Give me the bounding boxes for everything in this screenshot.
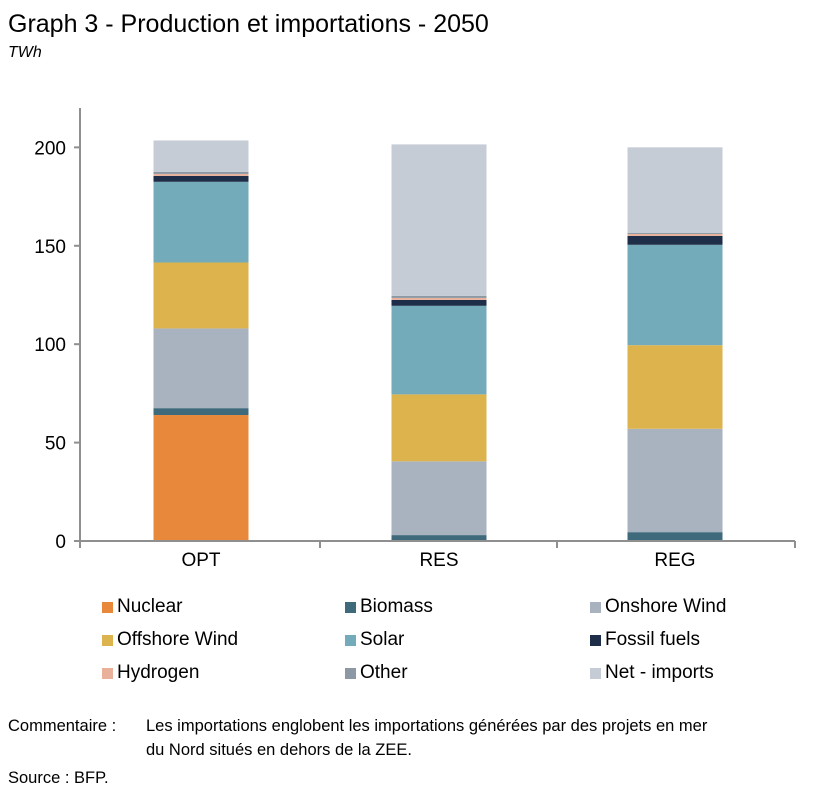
y-tick-label: 200	[34, 138, 66, 159]
bar-segment-other-reg	[627, 232, 723, 234]
bar-segment-onshore-wind-reg	[627, 428, 723, 533]
bar-segment-fossil-fuels-res	[391, 299, 487, 306]
source-note: Source : BFP.	[8, 769, 109, 787]
legend-swatch	[102, 601, 113, 613]
legend-label: Biomass	[360, 596, 433, 617]
legend-label: Solar	[360, 629, 405, 650]
bar-segment-nuclear-opt	[153, 415, 249, 541]
legend-item-other: Other	[345, 662, 408, 684]
bar-segment-hydrogen-opt	[153, 173, 249, 176]
legend-label: Other	[360, 662, 408, 683]
legend-swatch	[345, 601, 356, 613]
bar-segment-net-imports-res	[391, 144, 487, 296]
legend-item-fossil-fuels: Fossil fuels	[590, 629, 700, 651]
legend-label: Nuclear	[117, 596, 183, 617]
stacked-bar-chart: 0 50 100 150 200 OPT RES REG	[34, 108, 796, 571]
bar-segment-biomass-opt	[153, 408, 249, 416]
bar-segment-net-imports-opt	[153, 140, 249, 172]
legend-item-onshore-wind: Onshore Wind	[590, 596, 726, 618]
legend-item-nuclear: Nuclear	[102, 596, 182, 618]
legend-item-net-imports: Net - imports	[590, 662, 714, 684]
bars-layer	[153, 140, 723, 541]
legend-swatch	[590, 667, 601, 679]
legend-label: Net - imports	[605, 662, 714, 683]
y-tick-label: 150	[34, 237, 66, 258]
legend-label: Onshore Wind	[605, 596, 727, 617]
comment-line-2: du Nord situés en dehors de la ZEE.	[146, 741, 412, 759]
comment-line-1: Les importations englobent les importati…	[146, 717, 708, 735]
legend-item-offshore-wind: Offshore Wind	[102, 629, 238, 651]
chart-unit: TWh	[8, 44, 42, 61]
legend-swatch	[102, 667, 113, 679]
bar-segment-hydrogen-reg	[627, 233, 723, 236]
comment-label: Commentaire :	[8, 717, 117, 735]
bar-segment-solar-opt	[153, 181, 249, 263]
bar-segment-offshore-wind-res	[391, 394, 487, 462]
x-tick-label-reg: REG	[654, 550, 695, 571]
legend-label: Hydrogen	[117, 662, 200, 683]
bar-segment-other-opt	[153, 171, 249, 174]
chart-title: Graph 3 - Production et importations - 2…	[8, 10, 489, 38]
bar-segment-offshore-wind-reg	[627, 345, 723, 429]
legend-item-biomass: Biomass	[345, 596, 433, 618]
bar-segment-fossil-fuels-opt	[153, 175, 249, 182]
legend-swatch	[102, 634, 113, 646]
legend-swatch	[345, 634, 356, 646]
bar-segment-solar-res	[391, 305, 487, 395]
legend-swatch	[345, 667, 356, 679]
y-tick-label: 100	[34, 335, 66, 356]
x-tick-label-res: RES	[419, 550, 458, 571]
bar-segment-hydrogen-res	[391, 297, 487, 300]
legend-item-solar: Solar	[345, 629, 404, 651]
axes-layer: 0 50 100 150 200 OPT RES REG	[34, 108, 796, 571]
y-tick-label: 0	[55, 532, 66, 553]
legend-item-hydrogen: Hydrogen	[102, 662, 199, 684]
x-tick-label-opt: OPT	[181, 550, 220, 571]
bar-segment-fossil-fuels-reg	[627, 235, 723, 245]
legend-label: Offshore Wind	[117, 629, 239, 650]
bar-segment-solar-reg	[627, 244, 723, 346]
bar-segment-biomass-res	[391, 535, 487, 541]
bar-segment-offshore-wind-opt	[153, 262, 249, 329]
bar-segment-onshore-wind-res	[391, 461, 487, 536]
bar-segment-other-res	[391, 295, 487, 298]
legend-swatch	[590, 634, 601, 646]
y-tick-label: 50	[45, 434, 66, 455]
bar-segment-biomass-reg	[627, 532, 723, 541]
legend-swatch	[590, 601, 601, 613]
bar-segment-net-imports-reg	[627, 147, 723, 233]
legend-label: Fossil fuels	[605, 629, 701, 650]
bar-segment-onshore-wind-opt	[153, 328, 249, 409]
